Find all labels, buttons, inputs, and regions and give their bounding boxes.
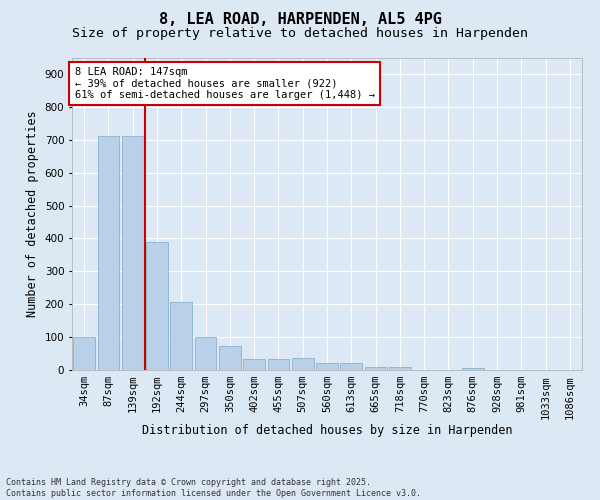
Bar [316, 364, 338, 370]
Y-axis label: Number of detached properties: Number of detached properties [26, 110, 39, 317]
Text: 8, LEA ROAD, HARPENDEN, AL5 4PG: 8, LEA ROAD, HARPENDEN, AL5 4PG [158, 12, 442, 28]
Bar [73, 337, 95, 370]
X-axis label: Distribution of detached houses by size in Harpenden: Distribution of detached houses by size … [142, 424, 512, 437]
Bar [340, 364, 362, 370]
Bar [365, 366, 386, 370]
Text: Size of property relative to detached houses in Harpenden: Size of property relative to detached ho… [72, 28, 528, 40]
Bar [146, 242, 168, 370]
Bar [97, 136, 119, 370]
Bar [219, 346, 241, 370]
Bar [194, 337, 217, 370]
Bar [462, 368, 484, 370]
Bar [268, 359, 289, 370]
Bar [170, 302, 192, 370]
Bar [243, 360, 265, 370]
Bar [389, 368, 411, 370]
Bar [122, 136, 143, 370]
Text: Contains HM Land Registry data © Crown copyright and database right 2025.
Contai: Contains HM Land Registry data © Crown c… [6, 478, 421, 498]
Bar [292, 358, 314, 370]
Text: 8 LEA ROAD: 147sqm
← 39% of detached houses are smaller (922)
61% of semi-detach: 8 LEA ROAD: 147sqm ← 39% of detached hou… [74, 67, 374, 100]
